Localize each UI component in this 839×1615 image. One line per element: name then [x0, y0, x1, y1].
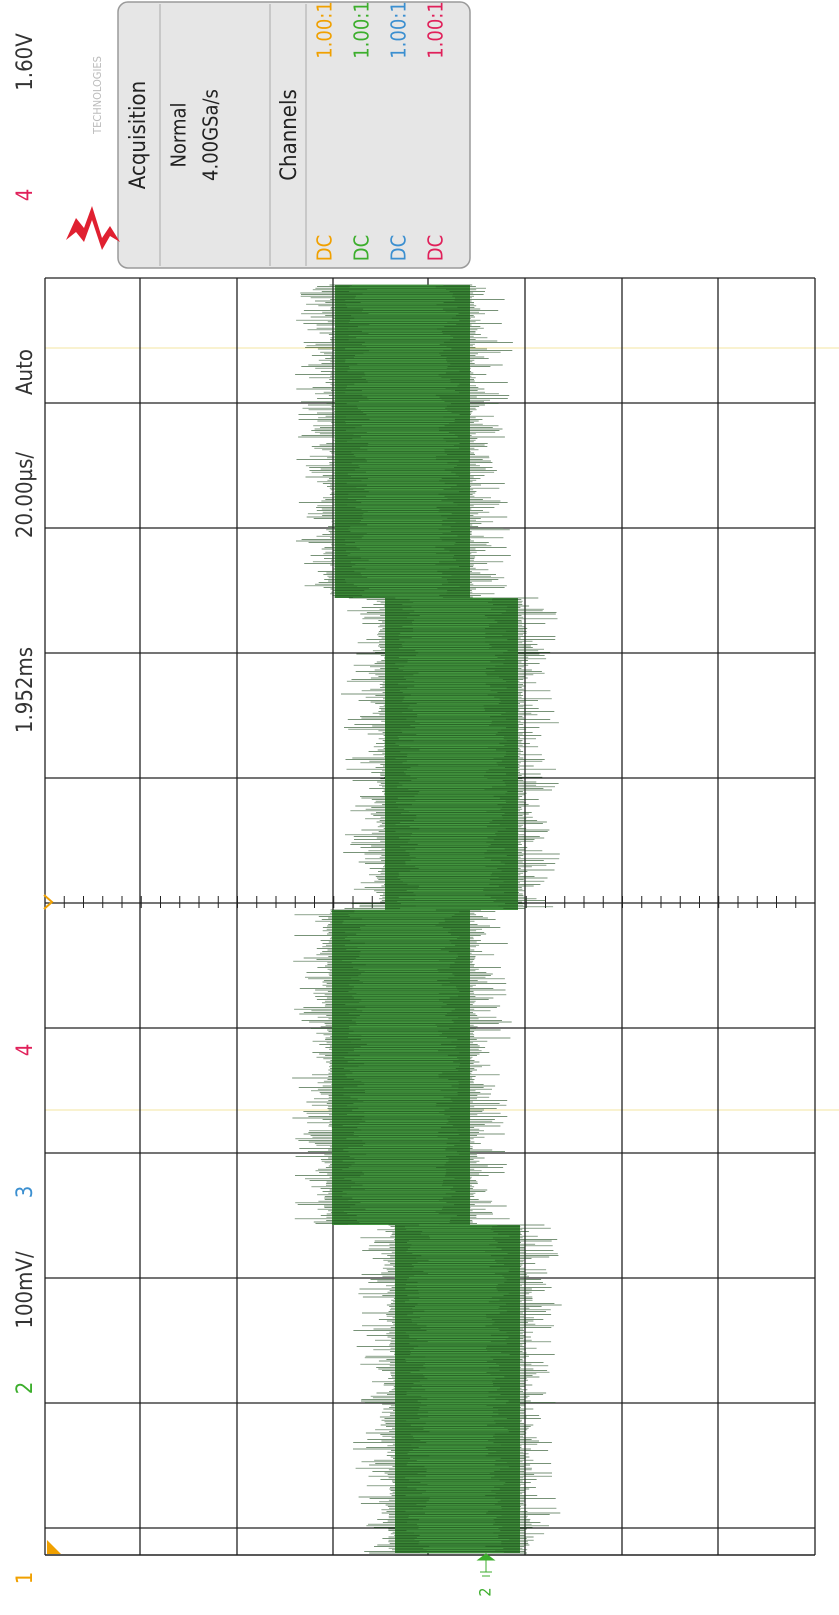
channel-1-label: 1 [13, 1572, 38, 1585]
channel-coupling: DC [313, 235, 337, 261]
waveform [292, 284, 562, 1554]
channel-4-label: 4 [13, 1044, 38, 1057]
logo-area [50, 2, 114, 268]
probe-ratio: 1.00:1 [313, 1, 337, 59]
channels-title: Channels [277, 89, 302, 181]
channel-coupling: DC [387, 235, 411, 261]
ground-label: 2 [476, 1587, 495, 1596]
probe-ratio: 1.00:1 [424, 1, 448, 59]
probe-ratio: 1.00:1 [387, 1, 411, 59]
signal-fill [342, 909, 460, 1225]
ground-marker [476, 1553, 496, 1577]
signal-fill [345, 284, 460, 598]
channel-coupling: DC [424, 235, 448, 261]
vertical-scale: 100mV/ [13, 1251, 38, 1329]
signal-fill [405, 1224, 510, 1554]
logo-mark [66, 206, 120, 250]
labels: 1 2 100mV/3 4 1.952ms 20.00µs/Auto 4 1.60V KEYSI… [13, 1, 495, 1596]
acquisition-mode: Normal [167, 102, 191, 167]
channel-coupling: DC [350, 235, 374, 261]
channel-2-label: 2 [13, 1382, 38, 1395]
channel-1-marker [47, 1540, 61, 1554]
logo-sub: TECHNOLOGIES [91, 56, 104, 135]
timebase: 20.00µs/ [13, 452, 38, 539]
channel-3-label: 3 [13, 1186, 38, 1199]
sample-rate: 4.00GSa/s [199, 89, 223, 181]
acquisition-title: Acquisition [126, 81, 151, 189]
probe-ratio: 1.00:1 [350, 1, 374, 59]
trigger-mode: Auto [13, 349, 38, 395]
trigger-level: 1.60V [13, 33, 38, 91]
signal-fill [395, 597, 508, 909]
signal-core [332, 910, 470, 1225]
logo-brand: KEYSIGHT [61, 29, 91, 160]
trigger-source: 4 [13, 189, 38, 202]
signal-core [395, 1225, 520, 1553]
info-panel [117, 1, 471, 269]
time-delay: 1.952ms [13, 647, 38, 733]
trigger-marker [43, 894, 54, 910]
